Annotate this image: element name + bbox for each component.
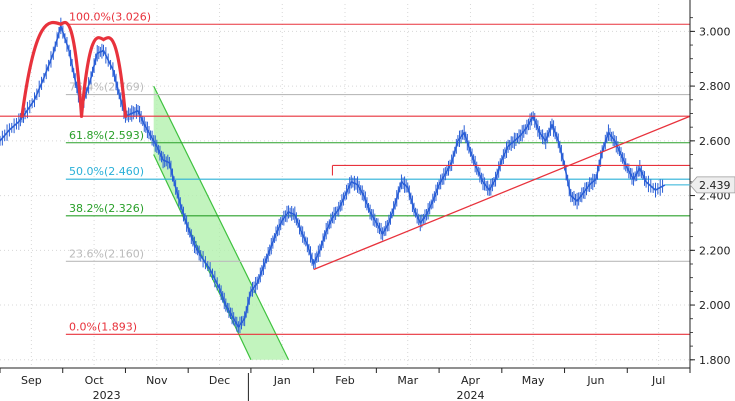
support-trendline [313,115,691,271]
y-tick-label: 2.800 [699,80,731,93]
x-tick-label: Oct [85,374,105,387]
fibonacci-layer: 100.0%(3.026)76.4%(2.769)61.8%(2.593)50.… [65,10,690,335]
last-value-label: 2.439 [699,179,731,192]
annotation-layer [0,20,691,271]
fib-level-label: 61.8%(2.593) [69,129,144,142]
year-label: 2023 [93,389,121,401]
x-tick-label: Jun [586,374,604,387]
x-tick-label: Jul [651,374,665,387]
y-tick-label: 1.800 [699,354,731,367]
x-tick-label: Dec [209,374,230,387]
last-value-box [689,176,735,194]
fib-level-label: 23.6%(2.160) [69,247,144,260]
x-tick-label: May [522,374,545,387]
x-tick-label: Apr [461,374,481,387]
series-layer [0,17,666,334]
channel-upper-line [153,85,290,361]
year-label: 2024 [456,389,484,401]
y-tick-label: 2.000 [699,299,731,312]
x-tick-label: Feb [335,374,354,387]
x-tick-label: Mar [397,374,418,387]
fib-level-label: 50.0%(2.460) [69,165,144,178]
x-tick-label: Nov [146,374,168,387]
y-tick-label: 2.200 [699,244,731,257]
x-tick-label: Jan [273,374,291,387]
fib-level-label: 0.0%(1.893) [69,320,137,333]
x-tick-label: Sep [21,374,42,387]
double-top-arc [79,36,128,118]
fib-level-label: 38.2%(2.326) [69,202,144,215]
y-tick-label: 2.600 [699,135,731,148]
double-top-arc [20,20,84,118]
fib-level-label: 100.0%(3.026) [69,10,151,23]
y-tick-label: 3.000 [699,25,731,38]
